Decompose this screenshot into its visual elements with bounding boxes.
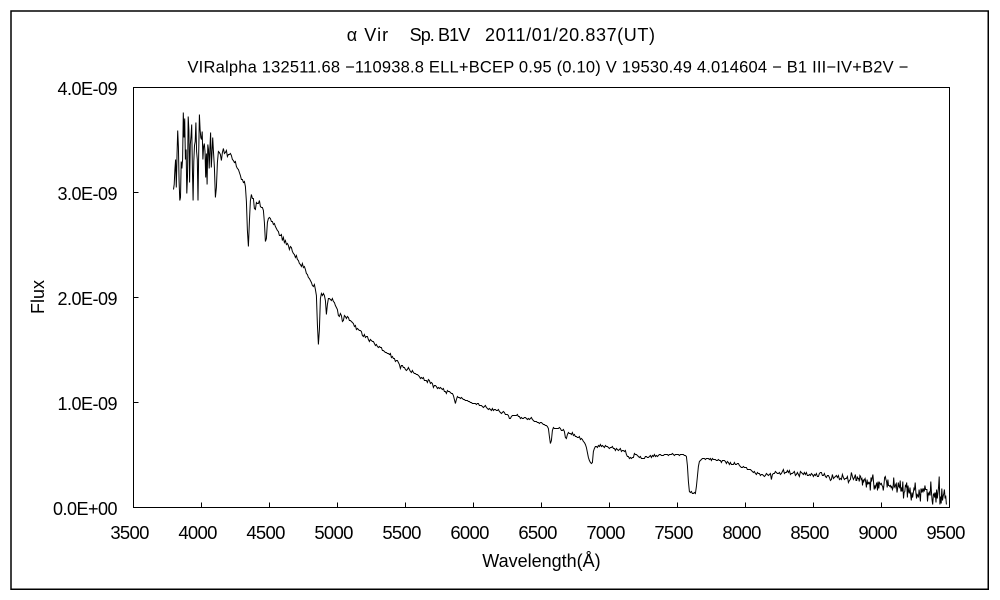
svg-text:4500: 4500 (246, 522, 285, 543)
svg-text:9500: 9500 (926, 522, 965, 543)
svg-text:6000: 6000 (450, 522, 489, 543)
svg-text:α Vir: α Vir (347, 25, 390, 45)
svg-text:Flux: Flux (28, 280, 48, 314)
svg-text:5000: 5000 (314, 522, 353, 543)
svg-text:1.0E-09: 1.0E-09 (57, 394, 117, 414)
svg-text:3.0E-09: 3.0E-09 (57, 184, 117, 204)
svg-text:8000: 8000 (722, 522, 761, 543)
svg-text:0.0E+00: 0.0E+00 (53, 499, 118, 519)
svg-text:4000: 4000 (178, 522, 217, 543)
svg-text:9000: 9000 (858, 522, 897, 543)
svg-text:3500: 3500 (110, 522, 149, 543)
svg-text:7500: 7500 (654, 522, 693, 543)
svg-text:2.0E-09: 2.0E-09 (57, 289, 117, 309)
svg-text:Wavelength(Å): Wavelength(Å) (482, 551, 600, 571)
svg-text:6500: 6500 (518, 522, 557, 543)
svg-text:2011/01/20.837(UT): 2011/01/20.837(UT) (485, 25, 656, 45)
svg-text:VIRalpha 132511.68 −110938.8 E: VIRalpha 132511.68 −110938.8 ELL+BCEP 0.… (187, 59, 908, 77)
svg-text:4.0E-09: 4.0E-09 (57, 79, 117, 99)
svg-text:Sp. B1V: Sp. B1V (410, 25, 471, 45)
svg-text:7000: 7000 (586, 522, 625, 543)
svg-text:5500: 5500 (382, 522, 421, 543)
svg-text:8500: 8500 (790, 522, 829, 543)
